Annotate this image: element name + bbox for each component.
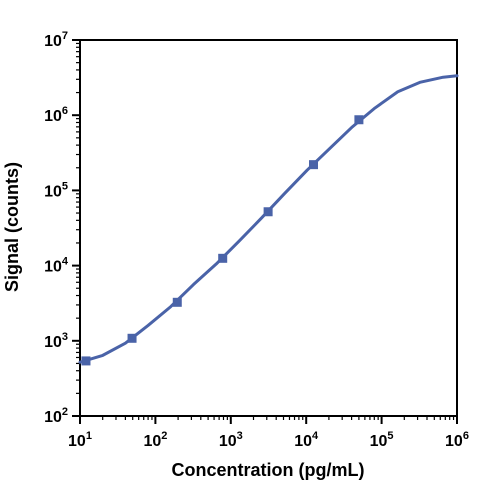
y-tick-label: 105	[44, 180, 68, 200]
x-tick-base: 10	[294, 433, 312, 450]
x-tick-label: 106	[445, 430, 469, 450]
y-tick-exponent: 4	[62, 256, 69, 268]
y-tick-base: 10	[44, 108, 62, 125]
y-tick-label: 107	[44, 30, 68, 50]
x-tick-exponent: 6	[463, 430, 469, 442]
data-point	[309, 160, 319, 170]
x-axis-title: Concentration (pg/mL)	[172, 460, 365, 480]
y-tick-label: 102	[44, 406, 68, 426]
x-tick-base: 10	[219, 433, 237, 450]
y-tick-exponent: 7	[62, 30, 68, 42]
y-tick-exponent: 3	[62, 331, 68, 343]
y-tick-base: 10	[44, 409, 62, 426]
y-tick-exponent: 6	[62, 105, 68, 117]
y-tick-base: 10	[44, 259, 62, 276]
x-tick-exponent: 1	[86, 430, 92, 442]
x-tick-label: 102	[143, 430, 167, 450]
data-point	[263, 207, 273, 217]
y-tick-exponent: 2	[62, 406, 68, 418]
x-tick-label: 103	[219, 430, 243, 450]
x-tick-base: 10	[68, 433, 86, 450]
points-group	[81, 115, 364, 366]
y-tick-exponent: 5	[62, 180, 68, 192]
x-tick-exponent: 2	[161, 430, 167, 442]
x-tick-exponent: 3	[237, 430, 243, 442]
x-tick-base: 10	[370, 433, 388, 450]
plot-frame-group	[79, 39, 458, 417]
fit-curve	[78, 74, 459, 364]
data-point	[127, 333, 137, 343]
y-tick-base: 10	[44, 33, 62, 50]
x-tick-exponent: 4	[312, 430, 319, 442]
x-tick-base: 10	[143, 433, 161, 450]
y-tick-label: 104	[44, 256, 69, 276]
y-tick-base: 10	[44, 334, 62, 351]
data-point	[354, 115, 364, 125]
y-tick-label: 106	[44, 105, 68, 125]
x-tick-label: 101	[68, 430, 92, 450]
y-tick-base: 10	[44, 183, 62, 200]
plot-frame	[79, 39, 458, 417]
x-tick-base: 10	[445, 433, 463, 450]
data-point	[81, 356, 91, 366]
x-ticks-group: 101 102 103 104 105 106	[68, 416, 469, 450]
curve-group	[78, 74, 459, 364]
x-tick-label: 104	[294, 430, 319, 450]
x-tick-exponent: 5	[387, 430, 393, 442]
y-axis-title: Signal (counts)	[2, 162, 22, 292]
y-tick-label: 103	[44, 331, 68, 351]
data-point	[218, 253, 228, 263]
data-point	[172, 297, 182, 307]
x-tick-label: 105	[370, 430, 394, 450]
